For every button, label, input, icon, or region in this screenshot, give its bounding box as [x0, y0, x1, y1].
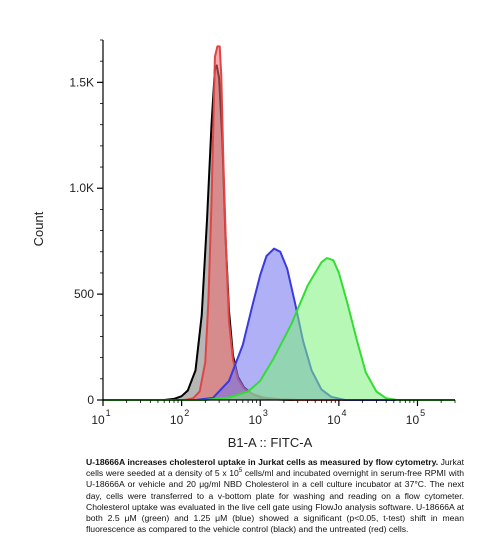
x-tick-label: 101 [91, 408, 110, 427]
x-tick-label: 102 [170, 408, 189, 427]
x-tick-exponent: 4 [342, 408, 347, 418]
x-tick-base: 10 [91, 413, 105, 427]
histogram-series-layer [103, 45, 455, 401]
y-axis-label: Count [31, 211, 46, 246]
x-tick-exponent: 5 [420, 408, 425, 418]
x-tick-exponent: 3 [263, 408, 268, 418]
y-tick-label: 1.0K [69, 181, 94, 195]
x-tick-exponent: 2 [184, 408, 189, 418]
y-tick-label: 1.5K [69, 75, 94, 89]
x-axis-label: B1-A :: FITC-A [228, 435, 313, 450]
series-3-outline [103, 257, 455, 401]
caption-body-part1: Jurkat cells were seeded at a density of… [86, 457, 464, 479]
series-3-area [103, 258, 455, 400]
x-tick-exponent: 1 [106, 408, 111, 418]
caption-body-superscript: 5 [238, 468, 243, 475]
x-tick-base: 10 [406, 413, 420, 427]
y-tick-label: 0 [87, 393, 94, 407]
x-tick-label: 105 [406, 408, 425, 427]
x-tick-label: 103 [249, 408, 268, 427]
x-tick-base: 10 [170, 413, 184, 427]
caption-body-part2: cells/ml and incubated overnight in seru… [86, 468, 464, 535]
x-tick-label: 104 [327, 408, 346, 427]
caption-title: U-18666A increases cholesterol uptake in… [86, 457, 439, 467]
y-tick-label: 500 [74, 287, 94, 301]
x-tick-base: 10 [327, 413, 341, 427]
x-tick-base: 10 [249, 413, 263, 427]
series-2-area [103, 248, 455, 400]
figure-caption: U-18666A increases cholesterol uptake in… [86, 457, 464, 535]
